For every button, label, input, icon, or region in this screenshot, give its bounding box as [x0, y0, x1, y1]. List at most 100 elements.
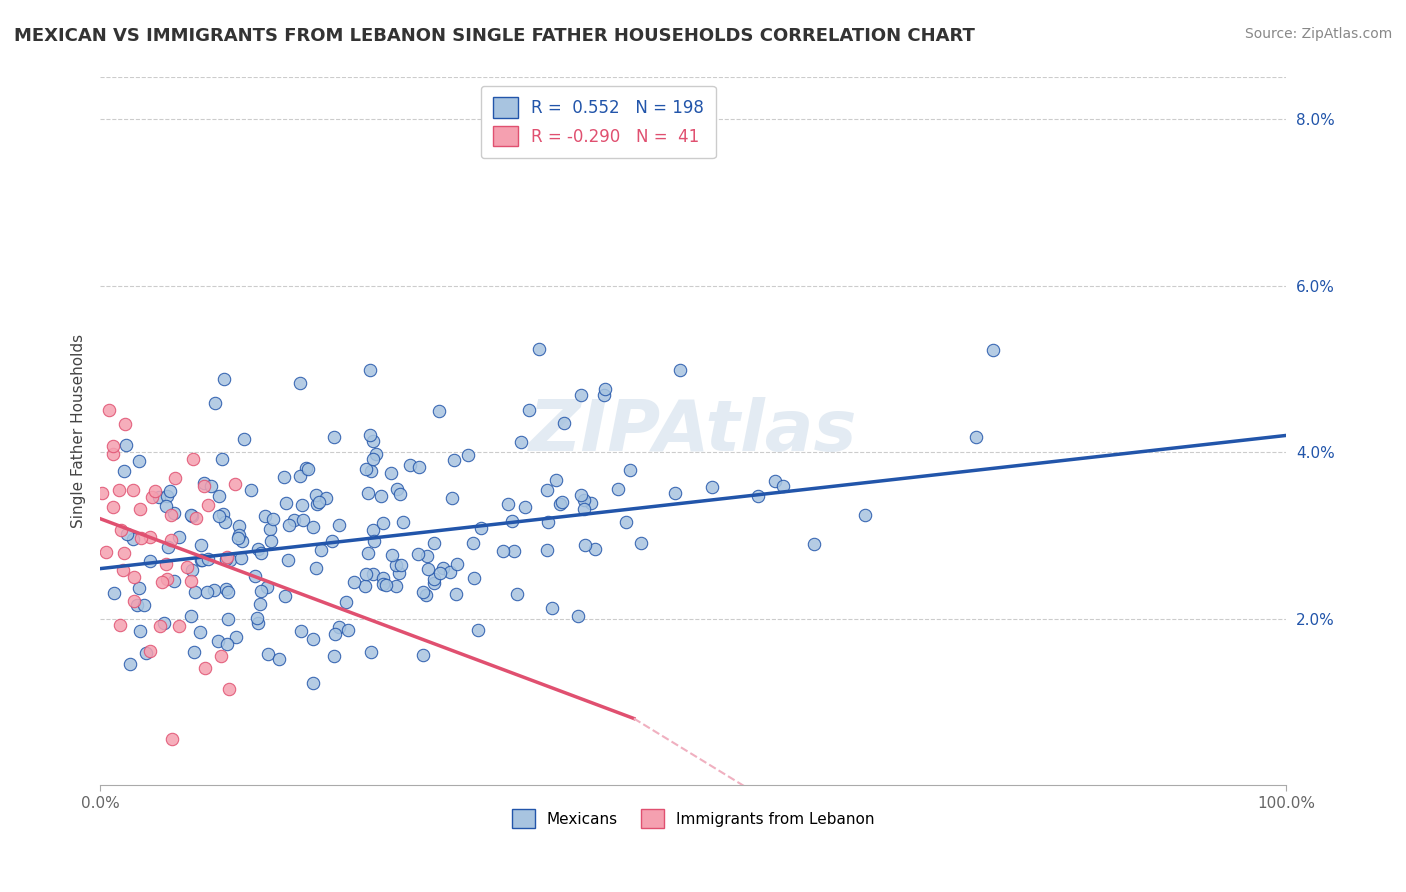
Point — [581, 496, 603, 510]
Point — [443, 453, 465, 467]
Point — [247, 615, 270, 630]
Point — [536, 483, 558, 497]
Point — [294, 461, 316, 475]
Point — [572, 501, 595, 516]
Point — [574, 538, 596, 552]
Point — [537, 515, 560, 529]
Point — [614, 515, 637, 529]
Point — [517, 402, 540, 417]
Point — [354, 579, 377, 593]
Point — [357, 486, 380, 500]
Point — [423, 573, 446, 587]
Point — [163, 574, 186, 588]
Point — [122, 570, 145, 584]
Point — [446, 586, 468, 600]
Point — [412, 585, 434, 599]
Point — [467, 623, 489, 637]
Point — [553, 416, 575, 430]
Point — [257, 648, 280, 662]
Point — [277, 518, 299, 533]
Point — [217, 585, 239, 599]
Point — [274, 496, 297, 510]
Point — [361, 566, 384, 581]
Y-axis label: Single Father Households: Single Father Households — [72, 334, 86, 528]
Point — [156, 572, 179, 586]
Point — [231, 533, 253, 548]
Point — [250, 584, 273, 599]
Point — [145, 483, 167, 498]
Point — [292, 513, 315, 527]
Point — [215, 550, 238, 565]
Point — [225, 630, 247, 644]
Point — [322, 430, 344, 444]
Point — [180, 608, 202, 623]
Point — [361, 524, 384, 538]
Point — [127, 598, 149, 612]
Point — [226, 531, 249, 545]
Point — [193, 479, 215, 493]
Point — [181, 452, 204, 467]
Point — [183, 645, 205, 659]
Point — [148, 490, 170, 504]
Point — [630, 535, 652, 549]
Point — [122, 533, 145, 547]
Point — [446, 557, 468, 571]
Point — [180, 574, 202, 589]
Point — [122, 483, 145, 497]
Point — [250, 546, 273, 560]
Point — [540, 600, 562, 615]
Point — [301, 520, 323, 534]
Point — [274, 590, 297, 604]
Point — [159, 533, 181, 548]
Point — [385, 558, 408, 572]
Point — [981, 343, 1004, 358]
Point — [214, 515, 236, 529]
Point — [138, 643, 160, 657]
Point — [373, 516, 395, 531]
Point — [361, 451, 384, 466]
Point — [224, 476, 246, 491]
Point — [305, 488, 328, 502]
Point — [200, 479, 222, 493]
Point — [197, 498, 219, 512]
Point — [228, 519, 250, 533]
Point — [354, 566, 377, 581]
Point — [412, 648, 434, 662]
Point — [217, 637, 239, 651]
Point — [277, 553, 299, 567]
Point — [212, 372, 235, 386]
Point — [364, 447, 387, 461]
Point — [429, 566, 451, 580]
Point — [470, 521, 492, 535]
Point — [384, 579, 406, 593]
Point — [567, 609, 589, 624]
Point — [249, 597, 271, 611]
Point — [181, 563, 204, 577]
Point — [155, 499, 177, 513]
Point — [180, 508, 202, 522]
Point — [186, 511, 208, 525]
Point — [195, 585, 218, 599]
Text: Source: ZipAtlas.com: Source: ZipAtlas.com — [1244, 27, 1392, 41]
Point — [503, 544, 526, 558]
Point — [229, 550, 252, 565]
Point — [190, 538, 212, 552]
Point — [305, 561, 328, 575]
Point — [288, 376, 311, 390]
Point — [163, 506, 186, 520]
Point — [619, 463, 641, 477]
Point — [94, 544, 117, 558]
Point — [191, 553, 214, 567]
Point — [194, 661, 217, 675]
Point — [583, 542, 606, 557]
Point — [354, 461, 377, 475]
Point — [536, 543, 558, 558]
Text: ZIPAtlas: ZIPAtlas — [529, 397, 858, 466]
Point — [387, 482, 409, 496]
Legend: Mexicans, Immigrants from Lebanon: Mexicans, Immigrants from Lebanon — [506, 803, 880, 834]
Point — [129, 624, 152, 638]
Point — [246, 542, 269, 557]
Point — [209, 648, 232, 663]
Point — [381, 548, 404, 562]
Point — [302, 632, 325, 646]
